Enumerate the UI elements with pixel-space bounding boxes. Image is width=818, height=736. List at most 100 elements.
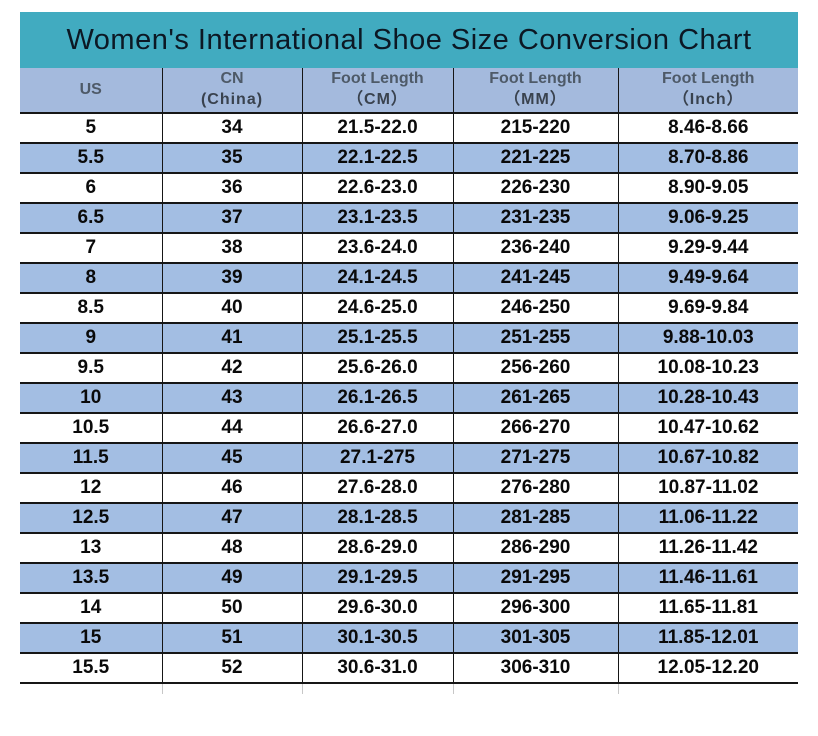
table-cell: 9.06-9.25 [617,202,798,234]
chart-title: Women's International Shoe Size Conversi… [20,12,798,68]
table-row: 6.5 37 23.1-23.5 231-235 9.06-9.25 [20,202,798,234]
table-cell: 51 [161,622,303,654]
table-cell: 34 [161,112,303,144]
table-cell: 10.87-11.02 [617,472,798,504]
table-cell: 6.5 [20,202,163,234]
column-header-2: Foot Length （CM） [301,68,454,114]
table-cell: 9.69-9.84 [617,292,798,324]
column-header-4: Foot Length （Inch） [617,68,798,114]
table-cell: 11.06-11.22 [617,502,798,534]
table-cell: 42 [161,352,303,384]
table-cell: 46 [161,472,303,504]
table-cell: 9.29-9.44 [617,232,798,264]
table-cell: 301-305 [452,622,619,654]
table-row: 8 39 24.1-24.5 241-245 9.49-9.64 [20,262,798,294]
table-cell: 21.5-22.0 [301,112,454,144]
column-header-3: Foot Length （MM） [452,68,619,114]
table-cell: 251-255 [452,322,619,354]
table-cell: 286-290 [452,532,619,564]
table-cell: 28.1-28.5 [301,502,454,534]
table-cell: 49 [161,562,303,594]
table-cell: 27.1-275 [301,442,454,474]
table-cell: 10.5 [20,412,163,444]
table-cell: 23.6-24.0 [301,232,454,264]
table-cell: 10.28-10.43 [617,382,798,414]
column-header-1: CN (China) [161,68,303,114]
table-cell: 261-265 [452,382,619,414]
table-cell: 8.46-8.66 [617,112,798,144]
table-row: 12 46 27.6-28.0 276-280 10.87-11.02 [20,472,798,504]
table-cell: 291-295 [452,562,619,594]
table-cell: 29.6-30.0 [301,592,454,624]
table-row: 15.5 52 30.6-31.0 306-310 12.05-12.20 [20,652,798,684]
table-cell: 24.6-25.0 [301,292,454,324]
table-cell: 11.65-11.81 [617,592,798,624]
table-cell: 6 [20,172,163,204]
table-cell: 8 [20,262,163,294]
table-cell: 25.1-25.5 [301,322,454,354]
table-cell: 28.6-29.0 [301,532,454,564]
header-row: US CN (China) Foot Length （CM） Foot Length （MM… [20,68,798,114]
cutoff-column-divider [618,684,619,694]
table-cell: 29.1-29.5 [301,562,454,594]
table-cell: 48 [161,532,303,564]
table-cell: 24.1-24.5 [301,262,454,294]
conversion-table: US CN (China) Foot Length （CM） Foot Length （MM… [20,68,798,684]
table-cell: 9.5 [20,352,163,384]
table-cell: 12 [20,472,163,504]
table-cell: 10.67-10.82 [617,442,798,474]
table-cell: 14 [20,592,163,624]
table-row: 5.5 35 22.1-22.5 221-225 8.70-8.86 [20,142,798,174]
table-cell: 8.70-8.86 [617,142,798,174]
table-cell: 37 [161,202,303,234]
table-cell: 7 [20,232,163,264]
shoe-size-conversion-chart: Women's International Shoe Size Conversi… [20,12,798,697]
table-cell: 26.1-26.5 [301,382,454,414]
table-cell: 266-270 [452,412,619,444]
table-cell: 9.88-10.03 [617,322,798,354]
table-row: 14 50 29.6-30.0 296-300 11.65-11.81 [20,592,798,624]
table-cell: 9.49-9.64 [617,262,798,294]
table-cell: 30.6-31.0 [301,652,454,684]
column-header-0: US [20,68,163,114]
table-row: 13 48 28.6-29.0 286-290 11.26-11.42 [20,532,798,564]
table-cell: 241-245 [452,262,619,294]
table-cell: 10.08-10.23 [617,352,798,384]
table-cell: 23.1-23.5 [301,202,454,234]
table-cell: 30.1-30.5 [301,622,454,654]
table-cell: 221-225 [452,142,619,174]
table-cell: 11.26-11.42 [617,532,798,564]
table-cell: 25.6-26.0 [301,352,454,384]
table-cell: 10.47-10.62 [617,412,798,444]
table-row: 10.5 44 26.6-27.0 266-270 10.47-10.62 [20,412,798,444]
table-row: 6 36 22.6-23.0 226-230 8.90-9.05 [20,172,798,204]
table-cell: 40 [161,292,303,324]
table-row: 5 34 21.5-22.0 215-220 8.46-8.66 [20,112,798,144]
table-cell: 246-250 [452,292,619,324]
table-cell: 8.5 [20,292,163,324]
table-cell: 5.5 [20,142,163,174]
table-cell: 296-300 [452,592,619,624]
table-cell: 10 [20,382,163,414]
table-cell: 306-310 [452,652,619,684]
table-cell: 52 [161,652,303,684]
table-cell: 8.90-9.05 [617,172,798,204]
table-cell: 15 [20,622,163,654]
table-cell: 9 [20,322,163,354]
table-row: 9 41 25.1-25.5 251-255 9.88-10.03 [20,322,798,354]
table-cell: 27.6-28.0 [301,472,454,504]
cutoff-column-divider [302,684,303,694]
table-row: 12.5 47 28.1-28.5 281-285 11.06-11.22 [20,502,798,534]
table-cell: 5 [20,112,163,144]
table-cell: 236-240 [452,232,619,264]
table-cell: 11.85-12.01 [617,622,798,654]
table-cell: 256-260 [452,352,619,384]
table-cell: 11.5 [20,442,163,474]
table-cell: 50 [161,592,303,624]
table-cell: 226-230 [452,172,619,204]
table-body: 5 34 21.5-22.0 215-220 8.46-8.66 5.5 35 22.1-22… [20,112,798,684]
table-cell: 215-220 [452,112,619,144]
table-cell: 36 [161,172,303,204]
table-row: 13.5 49 29.1-29.5 291-295 11.46-11.61 [20,562,798,594]
table-cell: 281-285 [452,502,619,534]
